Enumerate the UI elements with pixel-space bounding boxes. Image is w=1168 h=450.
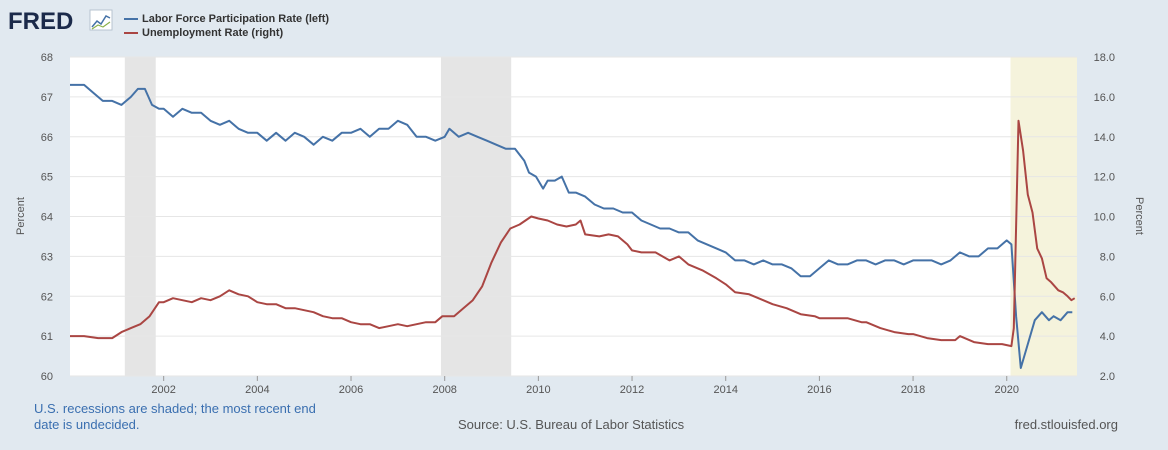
left-tick-64: 64: [41, 212, 53, 224]
x-tick-2016: 2016: [807, 384, 831, 396]
left-tick-65: 65: [41, 172, 53, 184]
fred-logo[interactable]: FRED: [8, 7, 120, 35]
right-tick-6.0: 6.0: [1100, 291, 1115, 303]
lfpr-line[interactable]: [70, 83, 1073, 369]
right-axis-label: Percent: [1133, 197, 1145, 235]
legend-item-lfpr[interactable]: Labor Force Participation Rate (left): [124, 12, 329, 26]
right-tick-16.0: 16.0: [1094, 92, 1115, 104]
x-tick-2006: 2006: [339, 384, 363, 396]
legend-label-lfpr: Labor Force Participation Rate (left): [142, 13, 330, 25]
x-tick-2012: 2012: [620, 384, 644, 396]
series-layer: [70, 83, 1076, 369]
left-tick-66: 66: [41, 132, 53, 144]
left-axis-label: Percent: [15, 197, 27, 235]
recession-note: U.S. recessions are shaded; the most rec…: [34, 401, 316, 432]
site-link[interactable]: fred.stlouisfed.org: [1014, 417, 1118, 432]
x-tick-2020: 2020: [995, 384, 1019, 396]
x-tick-2008: 2008: [432, 384, 456, 396]
legend-swatch-lfpr: [124, 18, 138, 20]
right-axis-ticks: 2.0 4.0 6.0 8.0 10.0 12.0 14.0 16.0 18.0: [1094, 52, 1115, 383]
left-tick-63: 63: [41, 251, 53, 263]
left-tick-60: 60: [41, 371, 53, 383]
unemployment-line[interactable]: [70, 119, 1076, 348]
x-tick-2018: 2018: [901, 384, 925, 396]
left-tick-61: 61: [41, 331, 53, 343]
legend-item-unrate[interactable]: Unemployment Rate (right): [124, 26, 329, 40]
right-tick-14.0: 14.0: [1094, 132, 1115, 144]
right-tick-2.0: 2.0: [1100, 371, 1115, 383]
legend-swatch-unrate: [124, 32, 138, 34]
gridlines: [70, 56, 1077, 377]
right-tick-4.0: 4.0: [1100, 331, 1115, 343]
left-tick-67: 67: [41, 92, 53, 104]
left-tick-62: 62: [41, 291, 53, 303]
x-tick-2010: 2010: [526, 384, 550, 396]
right-tick-10.0: 10.0: [1094, 212, 1115, 224]
left-axis-ticks: 60 61 62 63 64 65 66 67 68: [41, 52, 53, 383]
x-axis-ticks: 2002 2004 2006 2008 2010 2012 2014 2016 2018 2020: [151, 376, 1019, 396]
fred-logo-text: FRED: [8, 8, 73, 35]
x-tick-2004: 2004: [245, 384, 269, 396]
x-tick-2002: 2002: [151, 384, 175, 396]
source-text: Source: U.S. Bureau of Labor Statistics: [458, 417, 685, 432]
chart-legend: Labor Force Participation Rate (left) Un…: [124, 12, 329, 40]
x-tick-2014: 2014: [713, 384, 737, 396]
right-tick-18.0: 18.0: [1094, 52, 1115, 64]
right-tick-8.0: 8.0: [1100, 251, 1115, 263]
left-tick-68: 68: [41, 52, 53, 64]
right-tick-12.0: 12.0: [1094, 172, 1115, 184]
fred-logo-graph-icon: [89, 9, 113, 31]
legend-label-unrate: Unemployment Rate (right): [142, 27, 284, 39]
